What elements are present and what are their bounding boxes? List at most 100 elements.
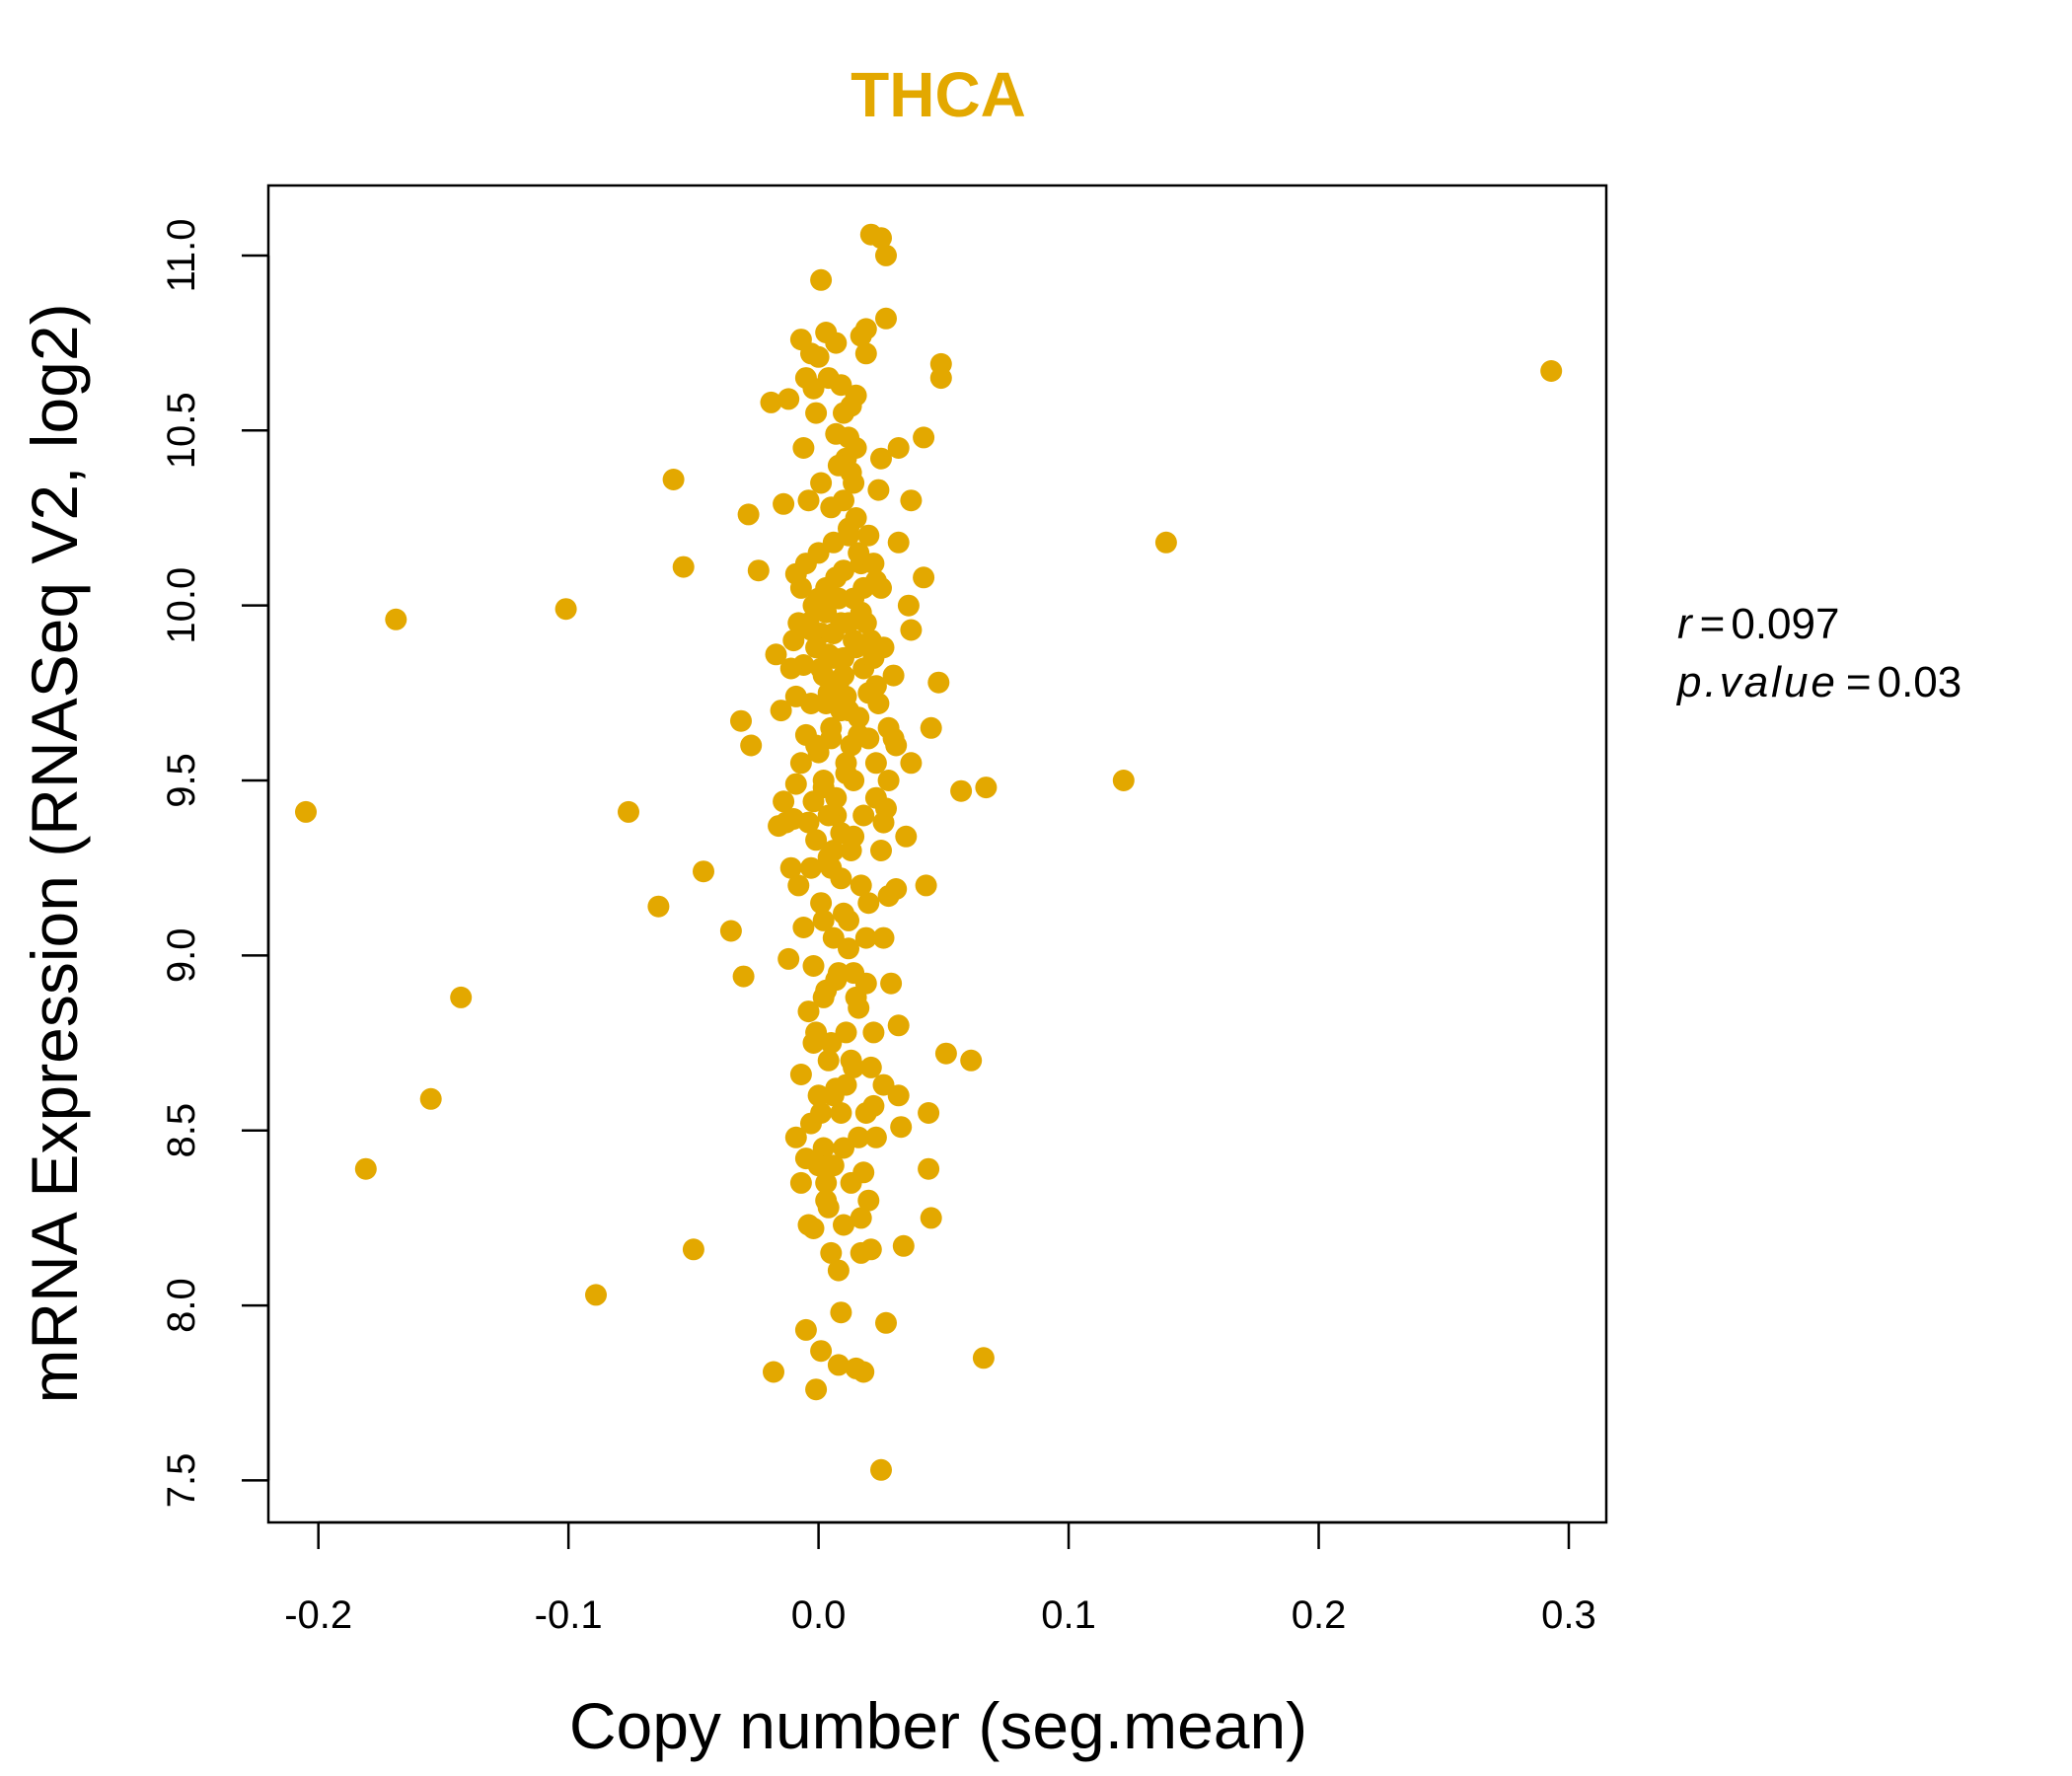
data-point [672,555,695,578]
data-point [765,643,787,666]
data-point [857,1189,880,1212]
data-point [830,822,852,845]
data-point [789,1064,812,1085]
x-tick-label: -0.1 [535,1593,603,1637]
data-point [820,716,843,739]
data-point [800,856,822,879]
data-point [950,779,973,802]
data-point [854,342,877,365]
r-stat: r = 0.097 [1677,600,1839,648]
data-point [719,920,742,942]
data-point [693,860,714,883]
data-point [820,1032,843,1054]
data-point [354,1157,377,1180]
data-point [854,972,877,995]
data-point [854,1102,877,1124]
data-point [857,524,880,547]
data-point [662,469,685,490]
data-point [972,1347,995,1369]
data-point [810,657,833,680]
data-point [807,1154,830,1177]
data-point [450,986,473,1008]
data-point [833,489,854,512]
data-point [887,1084,910,1107]
data-point [1540,360,1563,382]
data-point [555,598,577,621]
data-point [822,840,845,861]
data-point [920,716,942,739]
data-point [810,1102,833,1124]
data-point [895,825,918,848]
y-tick-label: 9.0 [160,928,203,984]
x-tick-label: 0.3 [1541,1593,1596,1637]
data-point [784,562,807,585]
data-point [870,1458,892,1481]
data-point [848,997,870,1019]
data-point [882,664,905,687]
data-point [900,752,923,775]
data-point [852,576,875,599]
x-tick-label: 0.1 [1041,1593,1096,1637]
data-point [419,1087,442,1110]
data-point [875,307,897,330]
data-point [827,1259,850,1282]
data-point [797,1214,820,1236]
data-point [859,1056,882,1078]
p-stat: p.value = 0.03 [1675,658,1961,706]
data-point [802,955,825,977]
data-point [782,629,805,652]
x-tick-label: 0.2 [1292,1593,1347,1637]
data-point [850,874,872,897]
data-point [295,800,317,823]
data-point [805,829,828,851]
y-tick-label: 8.0 [160,1278,203,1333]
data-point [777,388,800,410]
data-point [877,716,900,739]
data-point [918,1157,940,1180]
data-point [877,885,900,908]
data-point [802,790,825,813]
p-equals: = [1846,658,1872,706]
data-point [840,1171,862,1194]
correlation-stats: r = 0.097 p.value = 0.03 [1675,600,1961,706]
data-point [797,489,820,512]
data-point [875,797,897,820]
data-point [802,1032,825,1054]
data-point [857,892,880,915]
data-point [810,892,833,915]
data-point [913,426,935,449]
data-point [850,1207,872,1229]
data-point [870,576,892,599]
data-point [770,700,792,722]
data-point [812,770,835,791]
data-point [862,1021,885,1044]
x-tick-label: -0.2 [284,1593,352,1637]
p-value: 0.03 [1878,658,1962,706]
data-point [784,1126,807,1148]
data-point [929,367,952,390]
data-point [810,1340,833,1363]
data-point [794,367,817,390]
data-point [864,1126,887,1148]
data-point [960,1049,983,1072]
data-point [877,770,900,791]
data-point [848,542,870,564]
data-point [789,329,812,351]
data-point [817,804,840,827]
data-point [892,1234,915,1257]
data-point [760,391,782,413]
data-point [789,752,812,775]
data-point [812,1137,835,1159]
data-point [805,1378,828,1401]
data-point [730,709,752,732]
data-point [887,1014,910,1037]
data-point [870,447,892,470]
data-point [747,559,770,582]
data-point [843,770,865,791]
data-point [864,752,887,775]
data-point [815,1171,838,1194]
data-point [817,1049,840,1072]
r-value: 0.097 [1731,600,1839,648]
data-point [585,1284,607,1306]
